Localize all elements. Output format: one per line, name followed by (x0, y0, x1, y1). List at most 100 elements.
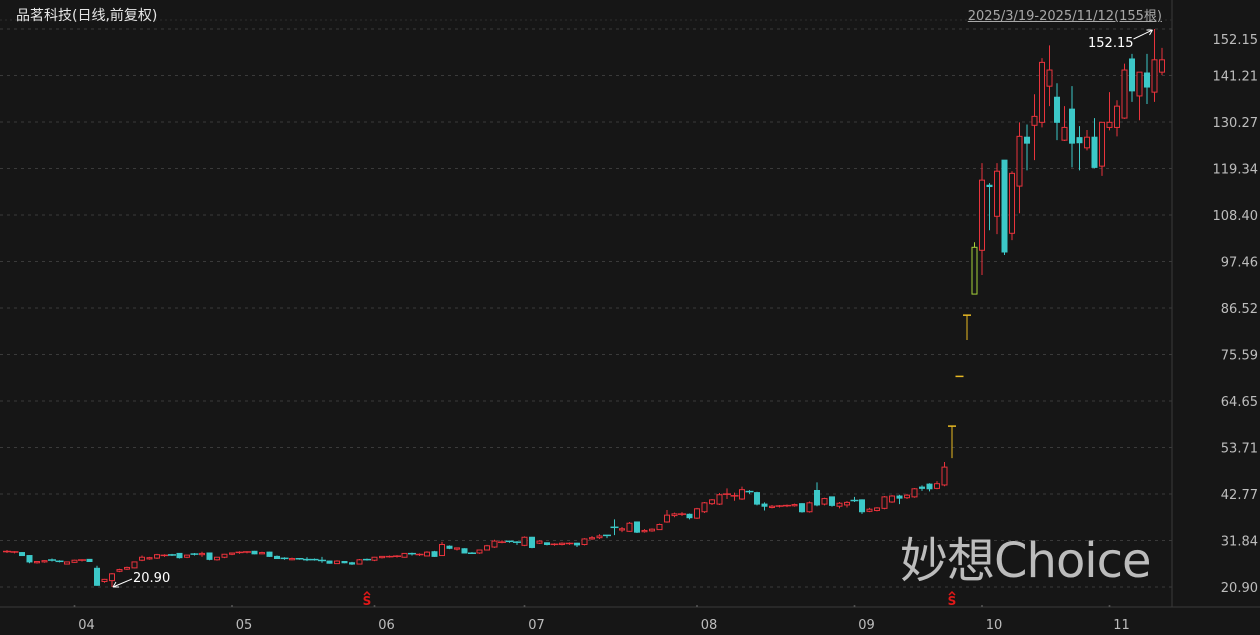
candle-body (529, 536, 535, 548)
candle-body (280, 557, 289, 560)
candle-body (379, 555, 385, 559)
candle (723, 488, 731, 499)
candle (1099, 121, 1105, 176)
y-tick-label: 31.84 (1221, 534, 1258, 549)
candle (498, 540, 506, 544)
candle (461, 548, 468, 554)
candle-body (589, 537, 595, 540)
candle-body (821, 498, 828, 505)
candle-body (454, 547, 460, 550)
candle (866, 507, 873, 513)
x-tick-label: 04 (78, 618, 95, 633)
date-range-link[interactable]: 2025/3/19-2025/11/12(155根) (967, 9, 1162, 24)
candle-body (769, 505, 775, 508)
candle-body (664, 514, 670, 523)
candle-body (1151, 59, 1158, 93)
x-tick-label: 11 (1113, 618, 1130, 633)
candle-body (1091, 136, 1098, 168)
candle (259, 551, 265, 555)
candle (190, 552, 199, 556)
candle-body (206, 552, 213, 560)
candle-body (926, 483, 933, 490)
candle-body (686, 513, 693, 519)
candle-body (536, 540, 543, 544)
candle (559, 542, 565, 546)
candle-body (603, 534, 611, 537)
candle-body (468, 552, 476, 554)
candle-body (1076, 137, 1083, 144)
candle-body (326, 560, 333, 564)
x-tick-mark (1108, 605, 1111, 607)
candle-body (799, 503, 805, 513)
candle (303, 557, 311, 562)
candle (730, 492, 739, 501)
x-tick-mark (696, 605, 698, 607)
y-tick-label: 75.59 (1221, 348, 1258, 363)
candle (484, 544, 490, 551)
x-tick-label: 10 (986, 618, 1003, 633)
watermark-logo: 妙想Choice (900, 533, 1152, 589)
candle-body (934, 483, 940, 489)
candle (454, 547, 460, 551)
candle (513, 541, 521, 545)
candle (536, 540, 543, 545)
candle-body (461, 548, 468, 554)
x-tick-label: 05 (236, 618, 253, 633)
candle-body (349, 562, 355, 565)
chart-title: 品茗科技(日线,前复权) (16, 8, 158, 24)
candle-body (408, 552, 416, 555)
candle (521, 536, 528, 547)
candle-body (251, 550, 258, 555)
candle (401, 552, 408, 558)
candle (1106, 92, 1113, 131)
candle (146, 556, 153, 560)
candle (1001, 159, 1008, 255)
candle-body (730, 495, 739, 497)
candle-body (806, 502, 813, 513)
candle-body (963, 314, 971, 316)
x-tick-label: 09 (858, 618, 875, 633)
low-price-label: 20.90 (133, 571, 170, 586)
candle-body (701, 502, 708, 513)
candle-body (146, 557, 153, 560)
candle-body (513, 541, 521, 543)
candle-body (1046, 69, 1053, 87)
candle (251, 550, 258, 555)
candle (356, 558, 363, 565)
candle-body (610, 526, 619, 529)
candle-body (1001, 159, 1008, 253)
candle (124, 566, 130, 570)
caret-up-icon (363, 590, 371, 596)
candle (649, 528, 655, 532)
candle (139, 555, 145, 562)
y-tick-label: 130.27 (1213, 116, 1259, 131)
candle-body (371, 556, 378, 561)
candle (716, 493, 723, 505)
candle (1159, 47, 1165, 76)
candle (979, 163, 985, 275)
candle (874, 507, 880, 512)
candle-body (574, 542, 580, 546)
candle-body (783, 504, 791, 507)
candle (701, 501, 708, 514)
candle-body (131, 561, 138, 569)
x-tick-label: 07 (528, 618, 545, 633)
candle-body (86, 558, 93, 562)
candle (806, 501, 813, 513)
candle-body (19, 552, 25, 557)
candle-body (649, 528, 655, 532)
candle-body (491, 540, 498, 548)
y-tick-label: 141.21 (1213, 70, 1259, 85)
candle-body (431, 551, 438, 557)
candle (783, 504, 791, 508)
candle (505, 540, 514, 543)
candle (550, 543, 559, 546)
y-tick-label: 97.46 (1221, 256, 1258, 271)
high-price-label: 152.15 (1088, 36, 1134, 51)
candle (19, 552, 25, 557)
candle-body (243, 551, 251, 553)
candle-body (1121, 69, 1128, 119)
candle (168, 553, 176, 556)
candle (221, 553, 228, 559)
